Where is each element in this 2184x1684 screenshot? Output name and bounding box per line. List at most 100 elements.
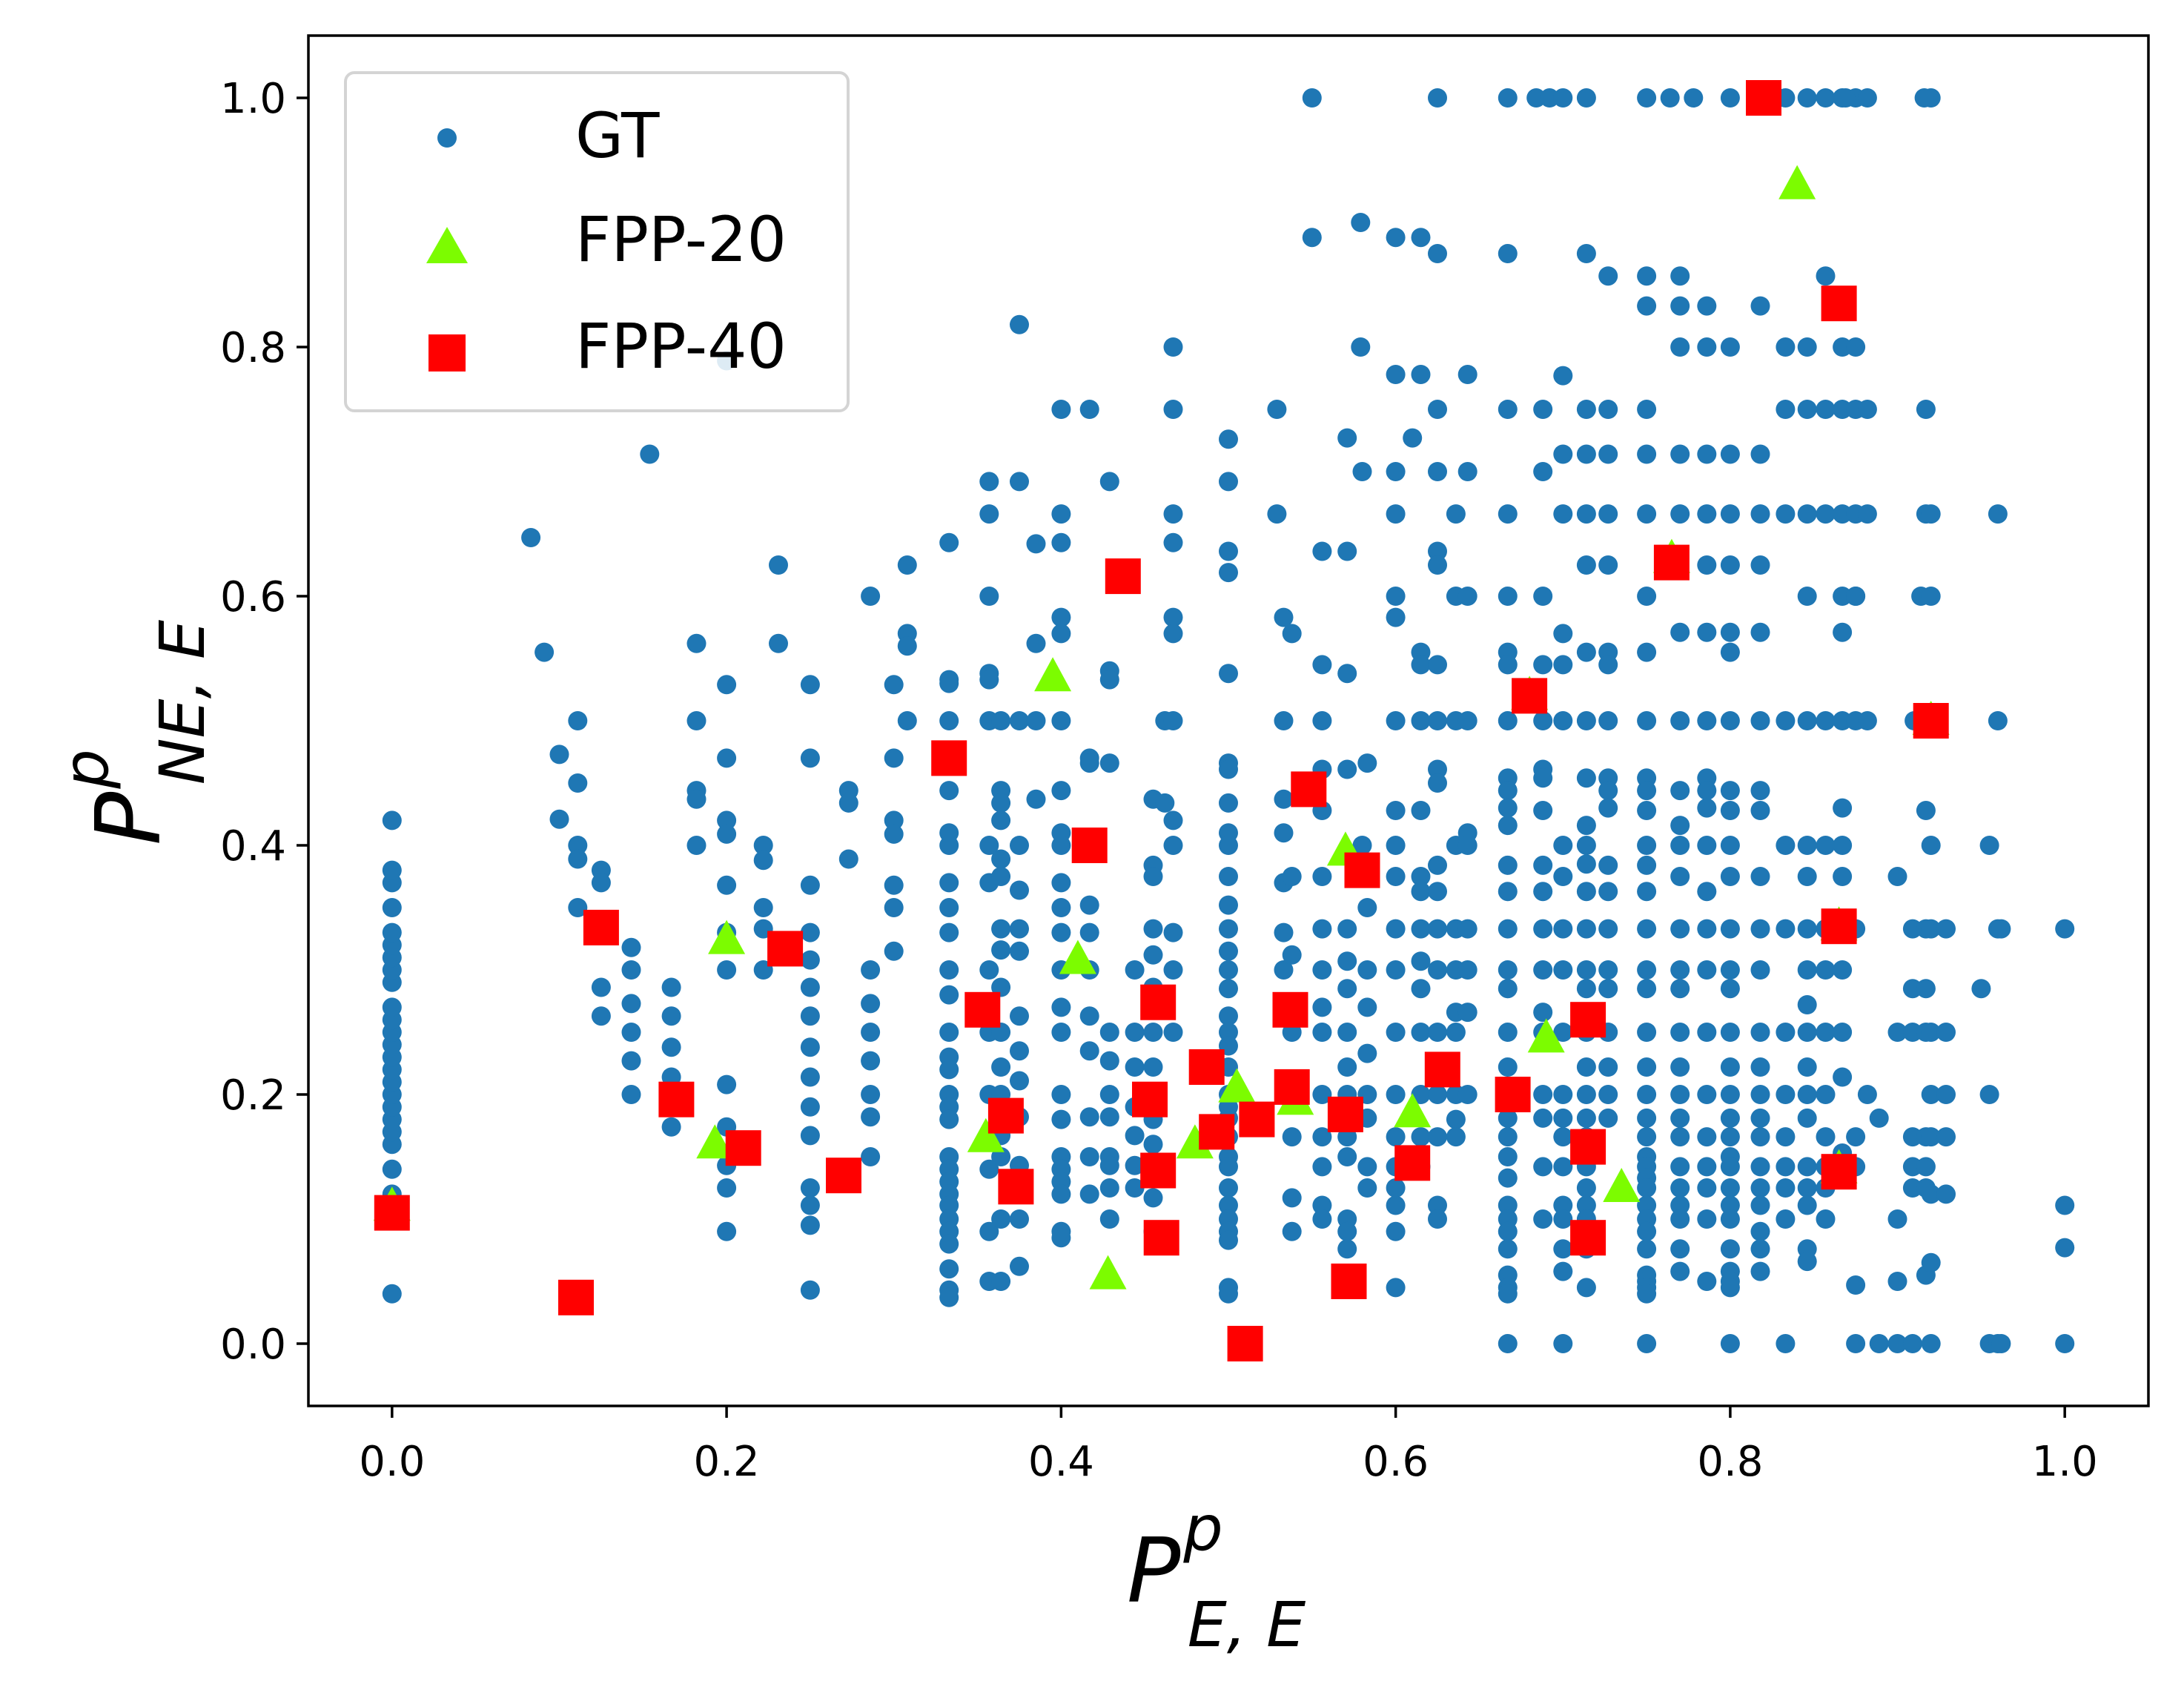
gt-point-25 [521, 528, 541, 547]
gt-point-720 [1797, 711, 1817, 730]
gt-point-786 [1887, 1272, 1907, 1291]
gt-point-140 [939, 1259, 959, 1279]
gt-point-359 [1357, 898, 1377, 917]
gt-point-229 [1099, 670, 1119, 690]
gt-point-442 [1457, 1003, 1477, 1023]
gt-point-183 [1010, 1071, 1029, 1091]
gt-point-711 [1776, 1157, 1796, 1177]
gt-point-31 [568, 836, 588, 855]
gt-point-470 [1498, 1221, 1518, 1241]
legend-marker-gt [437, 128, 457, 148]
gt-point-657 [1720, 801, 1740, 820]
fpp-40-point-9 [987, 1097, 1024, 1134]
gt-point-807 [1921, 504, 1941, 524]
gt-point-373 [1386, 836, 1406, 855]
gt-point-60 [717, 824, 737, 844]
gt-point-815 [1921, 1252, 1941, 1272]
gt-point-604 [1670, 444, 1690, 464]
gt-point-435 [1457, 462, 1477, 481]
gt-point-696 [1750, 1178, 1770, 1198]
gt-point-681 [1750, 504, 1770, 524]
gt-point-361 [1357, 997, 1377, 1017]
gt-point-89 [800, 1215, 820, 1235]
gt-point-95 [861, 960, 881, 980]
gt-point-263 [1163, 504, 1183, 524]
gt-point-631 [1697, 555, 1717, 575]
gt-point-325 [1312, 655, 1332, 675]
gt-point-326 [1312, 711, 1332, 730]
gt-point-717 [1797, 400, 1817, 419]
gt-point-322 [1302, 88, 1322, 108]
gt-point-811 [1921, 1023, 1941, 1042]
gt-point-819 [1936, 1085, 1956, 1104]
x-tick-label-3: 0.6 [1363, 1438, 1429, 1486]
gt-point-197 [1051, 711, 1071, 730]
gt-point-583 [1637, 1057, 1657, 1077]
gt-point-37 [591, 1006, 611, 1026]
gt-point-510 [1553, 1127, 1573, 1147]
gt-point-51 [686, 633, 707, 653]
gt-point-365 [1357, 1157, 1377, 1177]
gt-point-59 [717, 810, 737, 831]
gt-point-430 [1446, 1023, 1466, 1042]
gt-point-776 [1857, 400, 1877, 419]
gt-point-779 [1857, 1085, 1877, 1104]
gt-point-461 [1498, 1023, 1518, 1042]
gt-point-71 [753, 836, 773, 855]
gt-point-156 [979, 1221, 999, 1241]
gt-point-69 [769, 555, 788, 575]
y-tick-label-1: 0.2 [220, 1072, 286, 1120]
fpp-20-point-1 [696, 1124, 734, 1159]
gt-point-494 [1533, 1209, 1553, 1229]
gt-point-516 [1553, 1334, 1573, 1353]
fpp-20-point-8 [1218, 1068, 1256, 1103]
fpp-40-point-39 [1913, 703, 1949, 739]
gt-point-586 [1637, 1127, 1657, 1147]
fpp-20-point-11 [1394, 1093, 1432, 1128]
gt-point-575 [1637, 801, 1657, 820]
gt-point-559 [1598, 979, 1618, 999]
gt-point-124 [939, 960, 959, 980]
gt-point-455 [1498, 816, 1518, 836]
gt-point-420 [1428, 1127, 1447, 1147]
gt-point-280 [1219, 793, 1238, 813]
gt-point-28 [549, 809, 569, 829]
gt-point-458 [1498, 919, 1518, 939]
gt-point-561 [1598, 1057, 1618, 1077]
gt-point-93 [838, 849, 858, 869]
gt-point-448 [1498, 587, 1518, 606]
gt-point-90 [800, 1280, 820, 1300]
gt-point-780 [1869, 1108, 1889, 1128]
gt-point-651 [1720, 504, 1740, 524]
gt-point-389 [1403, 428, 1423, 448]
gt-point-206 [1051, 1023, 1071, 1042]
gt-point-624 [1670, 1239, 1690, 1259]
gt-point-798 [1916, 801, 1936, 820]
gt-point-784 [1887, 1023, 1907, 1042]
gt-point-462 [1498, 1057, 1518, 1077]
gt-point-283 [1219, 867, 1238, 886]
gt-point-222 [1079, 1006, 1099, 1026]
gt-point-26 [535, 642, 555, 662]
gt-point-38 [621, 937, 641, 957]
gt-point-677 [1720, 1334, 1740, 1353]
gt-point-511 [1553, 1157, 1573, 1177]
gt-point-791 [1902, 1157, 1922, 1177]
gt-point-662 [1720, 979, 1740, 999]
gt-point-224 [1079, 1107, 1099, 1127]
gt-point-316 [1282, 867, 1302, 886]
gt-point-272 [1163, 1023, 1183, 1042]
gt-point-496 [1553, 88, 1573, 108]
gt-point-740 [1816, 836, 1836, 855]
gt-point-419 [1428, 1085, 1447, 1104]
gt-point-400 [1411, 1085, 1431, 1104]
gt-point-321 [1282, 1221, 1302, 1241]
gt-point-81 [800, 977, 820, 997]
gt-point-362 [1357, 1043, 1377, 1063]
gt-point-303 [1219, 1230, 1238, 1250]
gt-point-164 [991, 919, 1011, 939]
gt-point-77 [800, 748, 820, 768]
gt-point-735 [1816, 88, 1836, 108]
gt-point-97 [861, 1023, 881, 1042]
gt-point-576 [1637, 836, 1657, 855]
